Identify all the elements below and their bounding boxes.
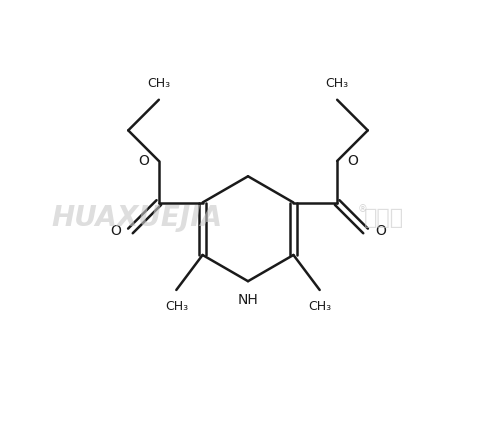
Text: CH₃: CH₃ — [325, 77, 349, 90]
Text: HUAXUEJIA: HUAXUEJIA — [51, 204, 222, 232]
Text: ®: ® — [357, 204, 367, 214]
Text: O: O — [138, 154, 149, 168]
Text: O: O — [110, 224, 121, 238]
Text: CH₃: CH₃ — [308, 300, 331, 312]
Text: CH₃: CH₃ — [165, 300, 188, 312]
Text: O: O — [347, 154, 358, 168]
Text: 化学加: 化学加 — [364, 208, 404, 228]
Text: NH: NH — [238, 293, 258, 308]
Text: CH₃: CH₃ — [147, 77, 171, 90]
Text: O: O — [375, 224, 386, 238]
